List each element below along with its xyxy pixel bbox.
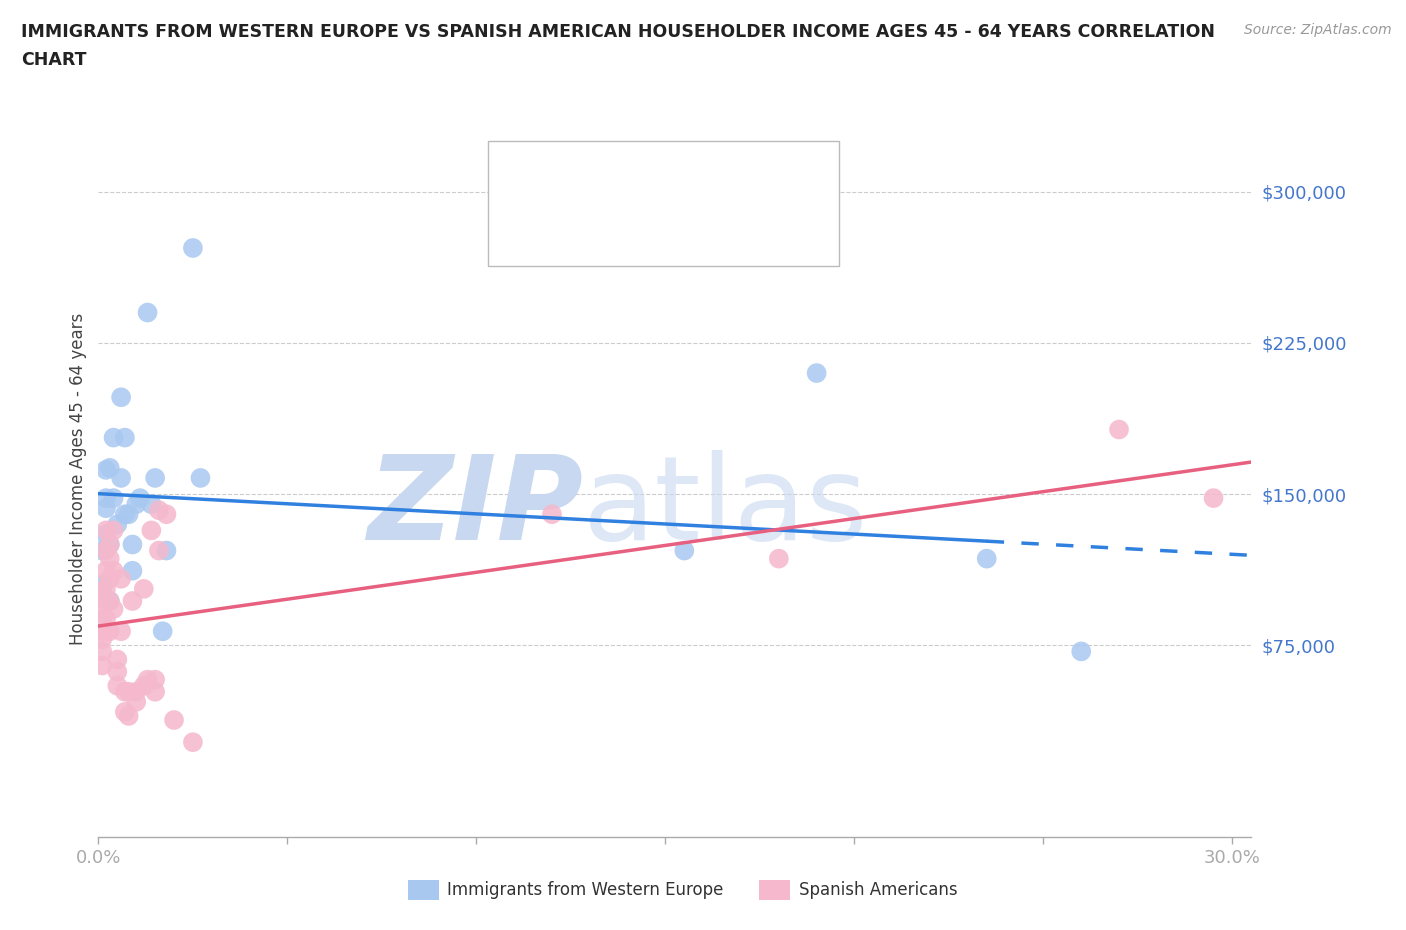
Point xyxy=(91,658,114,673)
Point xyxy=(114,705,136,720)
Point xyxy=(541,507,564,522)
Point xyxy=(94,593,117,608)
Point xyxy=(94,564,117,578)
Point xyxy=(94,581,117,596)
Point xyxy=(143,471,166,485)
Point xyxy=(94,624,117,639)
Point xyxy=(105,517,128,532)
Point xyxy=(121,593,143,608)
Point xyxy=(94,523,117,538)
Point xyxy=(91,543,114,558)
Point xyxy=(94,500,117,515)
Point xyxy=(1070,644,1092,658)
Text: Source: ZipAtlas.com: Source: ZipAtlas.com xyxy=(1244,23,1392,37)
Point xyxy=(148,543,170,558)
Point xyxy=(114,507,136,522)
Point xyxy=(132,581,155,596)
Text: N =: N = xyxy=(659,223,716,242)
Point xyxy=(118,684,141,699)
Point xyxy=(91,598,114,613)
Point xyxy=(91,624,114,639)
Point xyxy=(976,551,998,566)
Point xyxy=(103,431,125,445)
Point xyxy=(91,631,114,646)
Point xyxy=(125,497,148,512)
Point xyxy=(98,551,121,566)
Point xyxy=(98,593,121,608)
Point xyxy=(129,491,152,506)
Point xyxy=(673,543,696,558)
Text: IMMIGRANTS FROM WESTERN EUROPE VS SPANISH AMERICAN HOUSEHOLDER INCOME AGES 45 - : IMMIGRANTS FROM WESTERN EUROPE VS SPANIS… xyxy=(21,23,1215,41)
Point xyxy=(94,612,117,627)
Point xyxy=(98,624,121,639)
Point xyxy=(148,503,170,518)
Point xyxy=(94,543,117,558)
Point xyxy=(181,241,204,256)
Point xyxy=(121,537,143,551)
Point xyxy=(125,684,148,699)
Point xyxy=(103,564,125,578)
Point xyxy=(121,564,143,578)
Point xyxy=(768,551,790,566)
Point xyxy=(141,523,163,538)
Point xyxy=(110,471,132,485)
Text: R =: R = xyxy=(544,223,586,242)
Point xyxy=(110,624,132,639)
Point xyxy=(110,390,132,405)
Point xyxy=(91,578,114,592)
Text: ZIP: ZIP xyxy=(367,450,582,565)
Point xyxy=(91,612,114,627)
Point xyxy=(125,695,148,710)
Point xyxy=(136,672,159,687)
Point xyxy=(94,491,117,506)
Point xyxy=(118,507,141,522)
Point xyxy=(103,491,125,506)
Point xyxy=(105,678,128,693)
Y-axis label: Householder Income Ages 45 - 64 years: Householder Income Ages 45 - 64 years xyxy=(69,312,87,645)
Text: 49: 49 xyxy=(703,223,730,242)
Text: Spanish Americans: Spanish Americans xyxy=(799,881,957,899)
Point xyxy=(181,735,204,750)
Point xyxy=(143,672,166,687)
Text: -0.091: -0.091 xyxy=(586,168,655,187)
Point xyxy=(105,664,128,679)
Point xyxy=(103,523,125,538)
Point xyxy=(98,460,121,475)
Point xyxy=(155,543,177,558)
Point xyxy=(136,305,159,320)
Point xyxy=(91,644,114,658)
Text: 32: 32 xyxy=(703,168,730,187)
Point xyxy=(152,624,174,639)
Point xyxy=(98,593,121,608)
Text: R =: R = xyxy=(544,168,586,187)
Point xyxy=(163,712,186,727)
Text: Immigrants from Western Europe: Immigrants from Western Europe xyxy=(447,881,724,899)
Text: atlas: atlas xyxy=(582,450,868,565)
Point xyxy=(98,571,121,586)
Point xyxy=(110,571,132,586)
Text: N =: N = xyxy=(659,168,716,187)
Point xyxy=(132,678,155,693)
Point xyxy=(141,497,163,512)
Point xyxy=(91,583,114,598)
Point xyxy=(94,462,117,477)
Point xyxy=(1202,491,1225,506)
Text: CHART: CHART xyxy=(21,51,87,69)
Point xyxy=(114,431,136,445)
Point xyxy=(114,684,136,699)
Point xyxy=(806,365,828,380)
Point xyxy=(98,537,121,551)
Text: 0.318: 0.318 xyxy=(586,223,661,242)
Point xyxy=(94,527,117,542)
Point xyxy=(190,471,212,485)
Point xyxy=(1108,422,1130,437)
Point xyxy=(118,709,141,724)
Point xyxy=(105,652,128,667)
Point xyxy=(155,507,177,522)
Point xyxy=(98,537,121,551)
Point xyxy=(103,602,125,617)
Point xyxy=(143,684,166,699)
